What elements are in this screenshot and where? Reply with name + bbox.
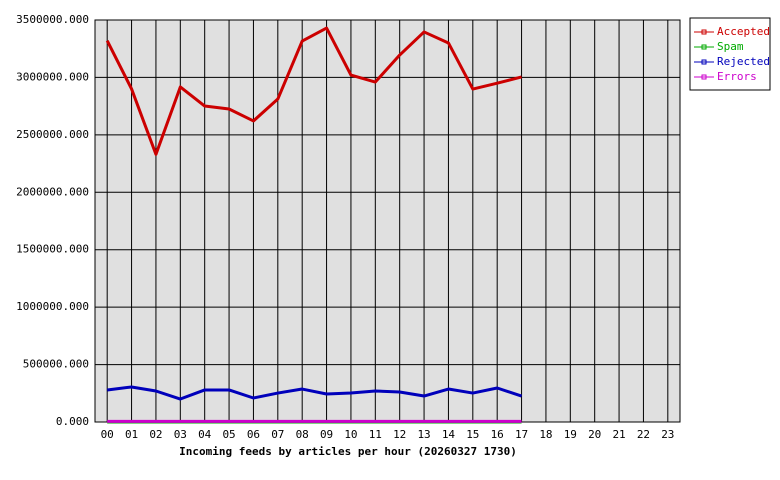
x-tick-label: 10 — [344, 428, 357, 441]
x-tick-label: 07 — [271, 428, 284, 441]
legend-label: Errors — [717, 70, 757, 83]
x-tick-label: 01 — [125, 428, 138, 441]
series-line — [105, 26, 522, 156]
x-tick-label: 05 — [222, 428, 235, 441]
y-tick-label: 3000000.000 — [16, 70, 89, 83]
y-tick-label: 2000000.000 — [16, 185, 89, 198]
x-tick-label: 08 — [296, 428, 309, 441]
x-tick-label: 14 — [442, 428, 456, 441]
x-tick-label: 09 — [320, 428, 333, 441]
legend-marker — [701, 44, 707, 50]
y-tick-label: 2500000.000 — [16, 128, 89, 141]
x-tick-label: 06 — [247, 428, 260, 441]
legend-label: Accepted — [717, 25, 770, 38]
y-tick-label: 1500000.000 — [16, 243, 89, 256]
x-tick-label: 18 — [539, 428, 552, 441]
y-tick-label: 1000000.000 — [16, 300, 89, 313]
x-tick-label: 22 — [637, 428, 650, 441]
x-tick-label: 12 — [393, 428, 406, 441]
x-tick-label: 20 — [588, 428, 601, 441]
x-tick-label: 03 — [174, 428, 187, 441]
x-tick-label: 21 — [612, 428, 625, 441]
y-tick-label: 500000.000 — [23, 358, 89, 371]
y-tick-label: 3500000.000 — [16, 13, 89, 26]
legend-marker — [701, 29, 707, 35]
x-tick-label: 23 — [661, 428, 674, 441]
y-tick-label: 0.000 — [56, 415, 89, 428]
x-tick-label: 00 — [101, 428, 114, 441]
legend-label: Spam — [717, 40, 744, 53]
series-line — [107, 385, 523, 401]
x-tick-label: 04 — [198, 428, 212, 441]
x-tick-label: 17 — [515, 428, 528, 441]
chart-title: Incoming feeds by articles per hour (202… — [179, 445, 517, 458]
legend-marker — [701, 59, 707, 65]
x-tick-label: 13 — [417, 428, 430, 441]
plot-area — [94, 19, 681, 423]
x-tick-label: 02 — [149, 428, 162, 441]
legend-marker — [701, 74, 707, 80]
x-tick-label: 15 — [466, 428, 479, 441]
x-tick-label: 19 — [564, 428, 577, 441]
x-tick-label: 16 — [491, 428, 504, 441]
x-tick-label: 11 — [369, 428, 382, 441]
legend-label: Rejected — [717, 55, 770, 68]
